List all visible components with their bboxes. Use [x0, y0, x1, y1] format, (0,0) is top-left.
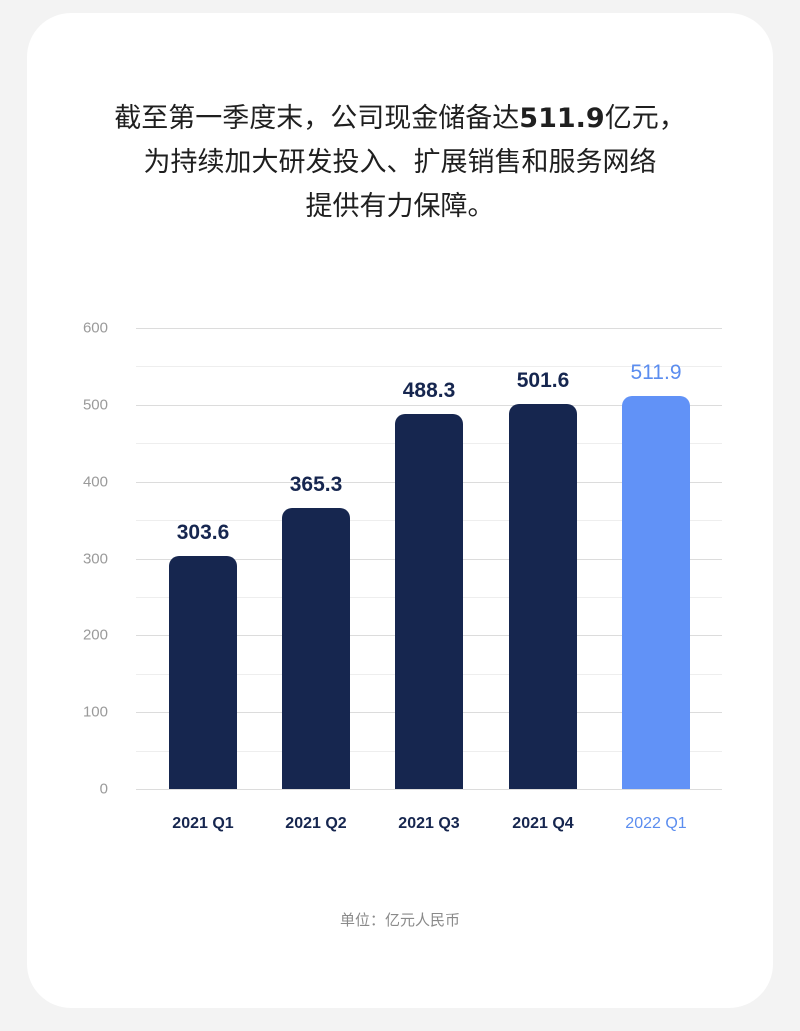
x-axis-tick-label: 2021 Q2	[285, 815, 347, 832]
bar-2021-q3	[395, 414, 463, 789]
minor-gridline	[136, 366, 722, 367]
bar-2021-q4	[509, 404, 577, 789]
headline-line-1: 截至第一季度末，公司现金储备达511.9亿元，	[0, 97, 800, 141]
bar-value-label: 303.6	[176, 521, 230, 544]
bar-2022-q1	[622, 396, 690, 789]
headline-highlight-value: 511.9	[519, 103, 605, 134]
unit-note: 单位：亿元人民币	[339, 911, 460, 929]
x-axis-tick-label: 2021 Q4	[512, 815, 574, 832]
headline-line-3: 提供有力保障。	[305, 191, 495, 222]
y-axis-tick-label: 300	[82, 550, 108, 568]
y-axis-tick-label: 100	[82, 703, 108, 721]
bar-value-label: 511.9	[630, 361, 682, 384]
y-axis-tick-label: 600	[82, 319, 108, 337]
x-axis-tick-label: 2022 Q1	[625, 815, 687, 832]
bar-2021-q2	[282, 508, 350, 789]
bar-value-label: 501.6	[516, 369, 570, 392]
major-gridline	[136, 405, 722, 406]
headline-text: 截至第一季度末，公司现金储备达	[114, 103, 520, 134]
bar-value-label: 365.3	[289, 473, 343, 496]
x-axis-tick-label: 2021 Q3	[398, 815, 460, 832]
y-axis-tick-label: 0	[99, 780, 108, 798]
headline-line-2: 为持续加大研发投入、扩展销售和服务网络	[143, 147, 657, 178]
major-gridline	[136, 328, 722, 329]
y-axis-tick-label: 400	[82, 473, 108, 491]
y-axis-tick-label: 500	[82, 396, 108, 414]
bar-value-label: 488.3	[402, 379, 456, 402]
y-axis-tick-label: 200	[82, 626, 108, 644]
bar-2021-q1	[169, 556, 237, 789]
x-axis-tick-label: 2021 Q1	[172, 815, 234, 832]
major-gridline	[136, 789, 722, 790]
headline-text: 亿元，	[604, 103, 686, 134]
headline: 截至第一季度末，公司现金储备达511.9亿元， 为持续加大研发投入、扩展销售和服…	[0, 97, 800, 229]
